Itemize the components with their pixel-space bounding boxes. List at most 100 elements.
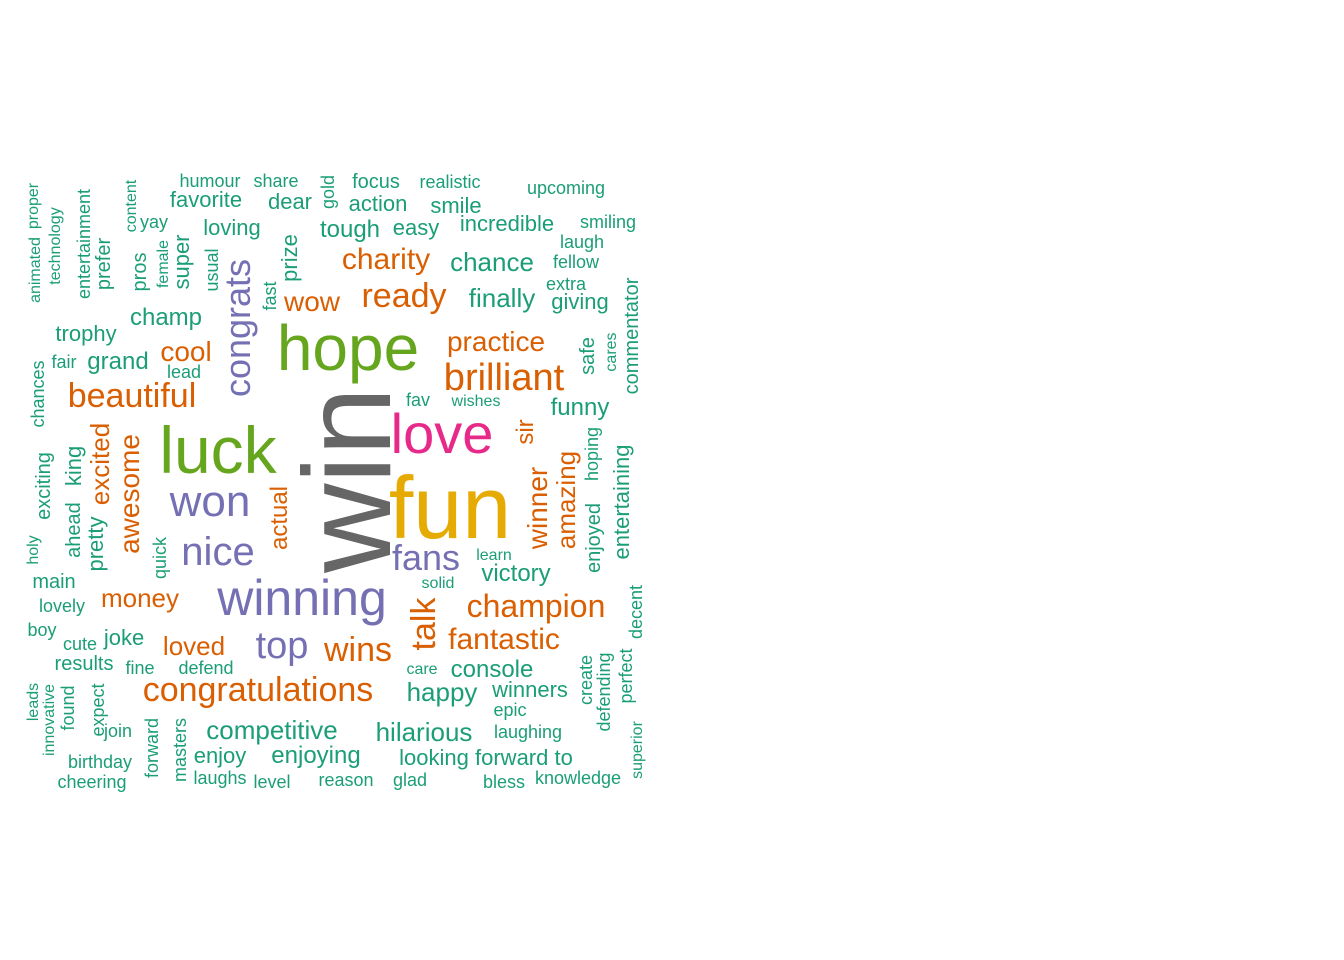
word-fun: fun: [388, 458, 512, 557]
word-decent: decent: [626, 584, 646, 640]
word-wishes: wishes: [451, 393, 501, 410]
word-winners: winners: [492, 677, 568, 702]
word-lead: lead: [166, 362, 202, 382]
word-female: female: [155, 239, 172, 289]
word-humour: humour: [179, 171, 241, 191]
word-trophy: trophy: [55, 321, 117, 346]
word-safe: safe: [577, 337, 599, 375]
word-defend: defend: [178, 658, 234, 678]
word-epic: epic: [493, 700, 527, 720]
word-loving: loving: [203, 215, 261, 240]
word-talk: talk: [405, 597, 443, 651]
word-masters: masters: [170, 717, 190, 783]
word-laughing: laughing: [493, 722, 563, 742]
word-holy: holy: [25, 535, 42, 565]
word-incredible: incredible: [459, 211, 555, 236]
word-easy: easy: [392, 215, 440, 240]
word-grand: grand: [87, 348, 149, 375]
word-forward: forward: [142, 717, 162, 779]
word-joke: joke: [103, 625, 145, 650]
word-realistic: realistic: [419, 172, 481, 192]
word-fellow: fellow: [552, 252, 600, 272]
word-action: action: [348, 191, 408, 216]
word-laughs: laughs: [193, 768, 247, 788]
word-giving: giving: [551, 289, 609, 314]
word-console: console: [450, 656, 534, 683]
word-chance: chance: [450, 247, 534, 277]
word-hilarious: hilarious: [375, 717, 473, 747]
word-won: won: [169, 477, 251, 526]
word-defending: defending: [594, 652, 614, 732]
word-money: money: [100, 583, 180, 613]
word-enjoyed: enjoyed: [583, 502, 605, 574]
word-love: love: [390, 402, 494, 465]
word-solid: solid: [421, 575, 455, 592]
word-care: care: [406, 661, 438, 678]
word-superior: superior: [629, 721, 646, 779]
word-hoping: hoping: [582, 426, 602, 482]
word-birthday: birthday: [67, 752, 133, 772]
word-top: top: [255, 625, 309, 667]
word-congratulations: congratulations: [142, 671, 374, 709]
word-technology: technology: [47, 207, 64, 285]
word-gold: gold: [318, 174, 338, 210]
word-create: create: [576, 654, 596, 706]
word-charity: charity: [341, 243, 431, 276]
word-content: content: [123, 179, 140, 233]
word-fans: fans: [391, 537, 461, 578]
word-entertaining: entertaining: [609, 444, 634, 560]
word-enjoy: enjoy: [193, 743, 247, 768]
word-cute: cute: [62, 634, 98, 654]
word-favorite: favorite: [169, 187, 243, 212]
word-champion: champion: [466, 588, 606, 624]
word-competitive: competitive: [206, 715, 338, 745]
word-entertainment: entertainment: [74, 188, 94, 300]
word-nice: nice: [181, 530, 255, 574]
word-actual: actual: [266, 485, 293, 551]
word-luck: luck: [159, 413, 277, 487]
word-smiling: smiling: [579, 212, 637, 232]
word-fair: fair: [51, 352, 77, 372]
word-prefer: prefer: [93, 237, 115, 291]
word-knowledge: knowledge: [534, 768, 622, 788]
word-bless: bless: [482, 772, 526, 792]
word-loved: loved: [162, 631, 226, 661]
word-practice: practice: [446, 326, 546, 357]
word-dear: dear: [267, 189, 313, 214]
word-focus: focus: [352, 171, 400, 193]
word-perfect: perfect: [616, 648, 636, 704]
word-wins: wins: [323, 631, 393, 669]
word-leads: leads: [25, 682, 42, 722]
word-upcoming: upcoming: [526, 178, 606, 198]
word-winner: winner: [522, 466, 553, 550]
word-join: join: [103, 721, 133, 741]
word-ahead: ahead: [63, 502, 85, 558]
word-quick: quick: [150, 536, 170, 580]
word-funny: funny: [550, 394, 610, 421]
word-enjoying: enjoying: [271, 742, 361, 769]
word-commentator: commentator: [621, 277, 643, 395]
word-prize: prize: [277, 234, 302, 282]
word-king: king: [61, 445, 86, 487]
word-tough: tough: [319, 216, 381, 243]
word-reason: reason: [318, 770, 374, 790]
word-fantastic: fantastic: [448, 623, 560, 656]
word-wow: wow: [283, 286, 341, 317]
word-pros: pros: [129, 252, 151, 292]
word-laugh: laugh: [559, 232, 605, 252]
word-excited: excited: [85, 422, 115, 506]
word-happy: happy: [406, 677, 478, 707]
word-chances: chances: [28, 360, 48, 428]
word-cares: cares: [603, 332, 620, 372]
word-brilliant: brilliant: [443, 357, 565, 399]
word-level: level: [253, 772, 291, 792]
word-super: super: [169, 234, 194, 290]
word-extra: extra: [545, 274, 587, 294]
word-cool: cool: [160, 336, 212, 367]
word-boy: boy: [27, 620, 57, 640]
word-innovative: innovative: [41, 683, 58, 757]
word-results: results: [54, 653, 114, 675]
word-proper: proper: [25, 182, 42, 230]
word-winning: winning: [217, 570, 387, 626]
